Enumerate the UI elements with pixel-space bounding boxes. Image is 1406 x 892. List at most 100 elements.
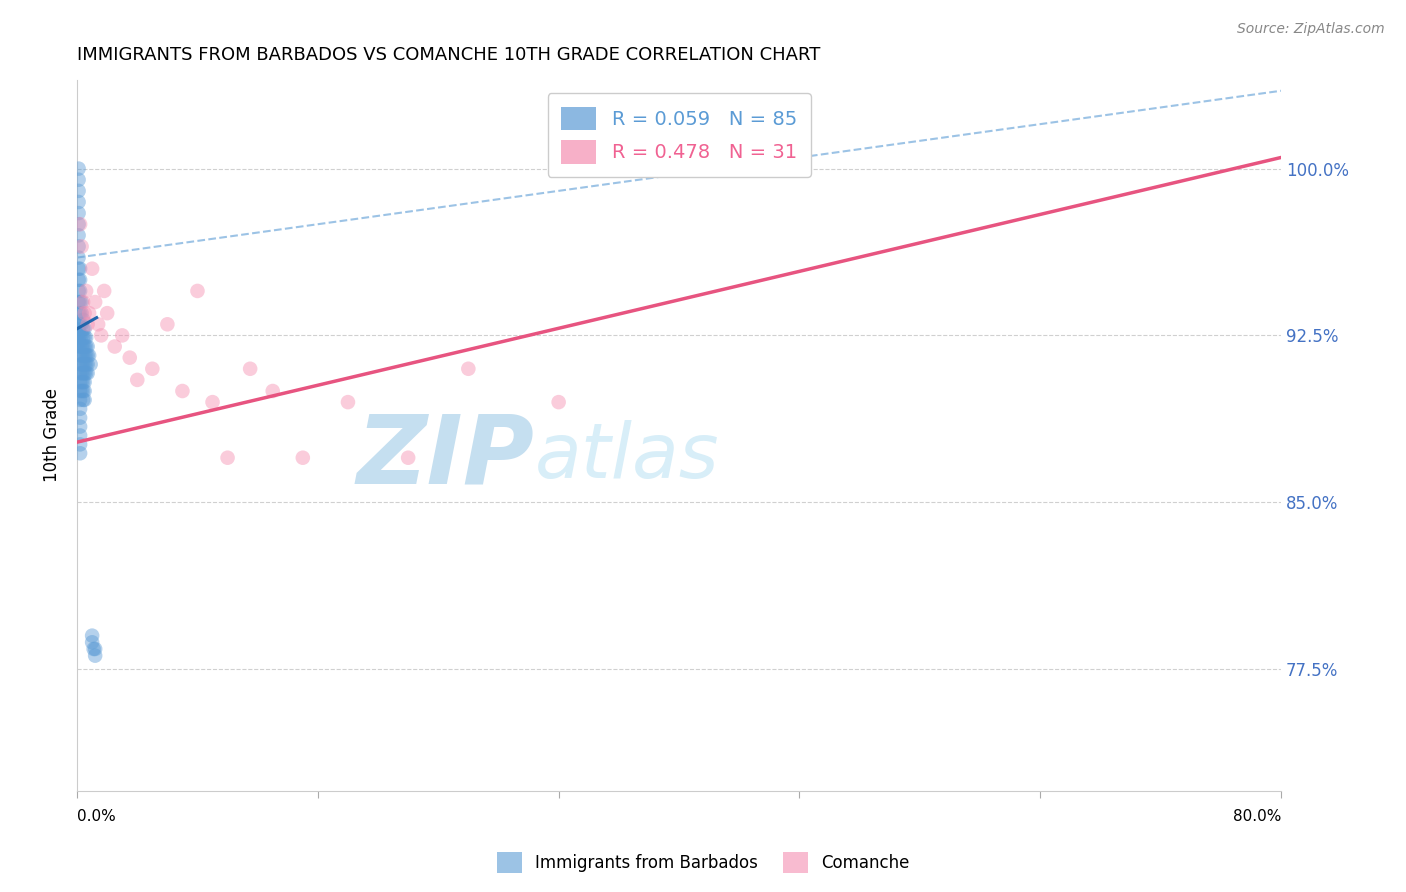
Point xyxy=(84,295,107,310)
Point xyxy=(76,366,98,380)
Point xyxy=(75,348,97,362)
Point xyxy=(90,328,112,343)
Point xyxy=(69,261,91,276)
Point xyxy=(84,642,107,657)
Point xyxy=(73,357,96,371)
Point xyxy=(118,351,141,365)
Point xyxy=(217,450,239,465)
Point xyxy=(82,629,104,643)
Point xyxy=(76,348,98,362)
Point xyxy=(69,273,91,287)
Point xyxy=(70,318,93,332)
Point xyxy=(77,348,100,362)
Point xyxy=(76,357,98,371)
Point xyxy=(336,395,359,409)
Point xyxy=(201,395,224,409)
Point xyxy=(291,450,314,465)
Point xyxy=(457,361,479,376)
Point xyxy=(75,284,97,298)
Point xyxy=(156,318,179,332)
Point xyxy=(73,322,96,336)
Point xyxy=(70,375,93,389)
Point xyxy=(93,284,115,298)
Text: 80.0%: 80.0% xyxy=(1233,809,1281,824)
Point xyxy=(72,384,94,398)
Point xyxy=(82,635,104,649)
Point xyxy=(67,173,90,187)
Point xyxy=(73,306,96,320)
Point xyxy=(111,328,134,343)
Point xyxy=(73,331,96,345)
Point xyxy=(67,331,90,345)
Point xyxy=(547,395,569,409)
Point xyxy=(69,328,91,343)
Point xyxy=(172,384,194,398)
Point xyxy=(141,361,163,376)
Point xyxy=(67,251,90,265)
Point xyxy=(75,331,97,345)
Point xyxy=(72,322,94,336)
Point xyxy=(72,348,94,362)
Point xyxy=(84,648,107,663)
Point xyxy=(72,357,94,371)
Point xyxy=(83,642,105,657)
Point xyxy=(72,375,94,389)
Point xyxy=(67,284,90,298)
Point xyxy=(67,326,90,341)
Point xyxy=(70,348,93,362)
Point xyxy=(67,184,90,198)
Point xyxy=(69,437,91,451)
Point xyxy=(67,194,90,209)
Point xyxy=(70,384,93,398)
Point xyxy=(69,357,91,371)
Point xyxy=(82,261,104,276)
Point xyxy=(396,450,419,465)
Point xyxy=(72,339,94,353)
Point xyxy=(67,318,90,332)
Point xyxy=(73,348,96,362)
Point xyxy=(69,384,91,398)
Point xyxy=(67,228,90,243)
Text: Source: ZipAtlas.com: Source: ZipAtlas.com xyxy=(1237,22,1385,37)
Point xyxy=(69,217,91,231)
Point xyxy=(67,239,90,253)
Point xyxy=(67,161,90,176)
Point xyxy=(239,361,262,376)
Point xyxy=(69,366,91,380)
Point xyxy=(77,306,100,320)
Point xyxy=(67,206,90,220)
Point xyxy=(73,392,96,407)
Point xyxy=(73,339,96,353)
Point xyxy=(69,410,91,425)
Point xyxy=(70,366,93,380)
Point xyxy=(67,273,90,287)
Text: atlas: atlas xyxy=(534,420,718,494)
Point xyxy=(70,295,93,310)
Text: IMMIGRANTS FROM BARBADOS VS COMANCHE 10TH GRADE CORRELATION CHART: IMMIGRANTS FROM BARBADOS VS COMANCHE 10T… xyxy=(77,46,821,64)
Point xyxy=(70,357,93,371)
Point xyxy=(70,239,93,253)
Point xyxy=(69,295,91,310)
Legend: R = 0.059   N = 85, R = 0.478   N = 31: R = 0.059 N = 85, R = 0.478 N = 31 xyxy=(547,93,810,178)
Point xyxy=(73,366,96,380)
Point xyxy=(76,318,98,332)
Point xyxy=(70,306,93,320)
Point xyxy=(96,306,118,320)
Point xyxy=(67,335,90,350)
Point xyxy=(262,384,284,398)
Point xyxy=(67,295,90,310)
Point xyxy=(67,339,90,353)
Point xyxy=(638,161,661,176)
Point xyxy=(69,401,91,416)
Point xyxy=(186,284,208,298)
Point xyxy=(67,322,90,336)
Point xyxy=(69,348,91,362)
Point xyxy=(75,366,97,380)
Point xyxy=(70,339,93,353)
Point xyxy=(69,375,91,389)
Point xyxy=(69,428,91,442)
Point xyxy=(75,339,97,353)
Point xyxy=(69,339,91,353)
Text: 0.0%: 0.0% xyxy=(77,809,115,824)
Point xyxy=(87,318,110,332)
